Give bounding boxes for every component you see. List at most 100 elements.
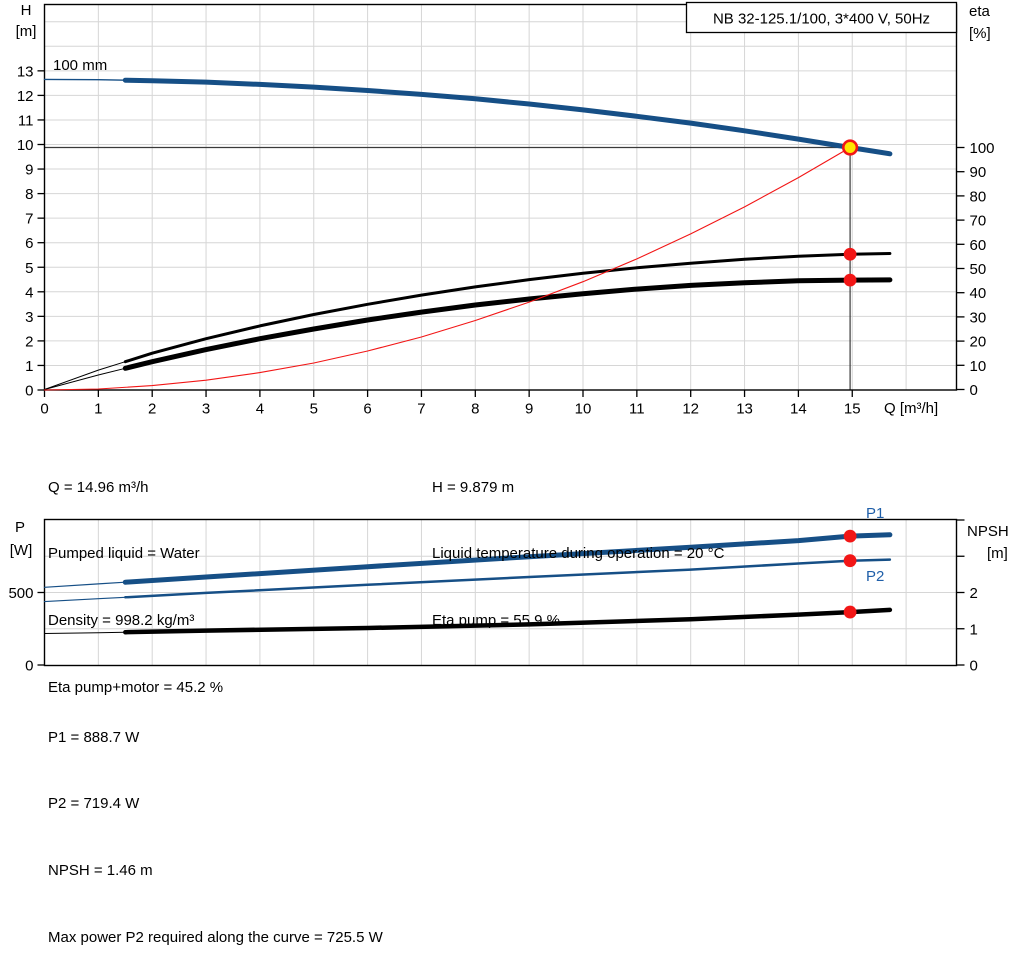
info-line-density: Density = 998.2 kg/m³ bbox=[48, 612, 195, 630]
tick-label: 9 bbox=[525, 401, 533, 418]
tick-label: 13 bbox=[17, 63, 34, 80]
p2-curve-label: P2 bbox=[866, 568, 884, 585]
tick-label: 2 bbox=[25, 333, 33, 350]
duty-info-left-column: Q = 14.96 m³/h Pumped liquid = Water Den… bbox=[48, 432, 223, 722]
tick-label: 7 bbox=[25, 211, 33, 228]
tick-label: 8 bbox=[25, 186, 33, 203]
tick-label: 20 bbox=[970, 334, 987, 351]
p1-curve-thin bbox=[43, 581, 126, 588]
system-curve-thin bbox=[43, 146, 851, 391]
power-chart-ticks bbox=[37, 519, 965, 666]
tick-label: 7 bbox=[417, 401, 425, 418]
info-line-q: Q = 14.96 m³/h bbox=[48, 478, 149, 496]
head-right-axis-title: eta bbox=[969, 3, 991, 20]
info-line-p2: P2 = 719.4 W bbox=[48, 795, 140, 813]
info-line-eta-pump: Eta pump = 55.9 % bbox=[432, 612, 560, 630]
pump-curve bbox=[122, 77, 893, 157]
info-line-pumped-liquid: Pumped liquid = Water bbox=[48, 545, 200, 563]
tick-label: 40 bbox=[970, 285, 987, 302]
info-line-npsh: NPSH = 1.46 m bbox=[48, 862, 153, 880]
tick-label: 4 bbox=[25, 284, 33, 301]
tick-label: 500 bbox=[8, 585, 33, 602]
tick-label: 0 bbox=[970, 382, 978, 399]
tick-label: 0 bbox=[970, 658, 978, 675]
tick-label: 1 bbox=[94, 401, 102, 418]
operating-value-dot bbox=[843, 247, 857, 261]
pump-model-title: NB 32-125.1/100, 3*400 V, 50Hz bbox=[713, 11, 930, 28]
head-chart-ticks bbox=[37, 70, 965, 397]
tick-label: 2 bbox=[970, 585, 978, 602]
power-left-axis-unit: [W] bbox=[10, 542, 33, 559]
tick-label: 0 bbox=[25, 658, 33, 675]
head-right-axis-unit: [%] bbox=[969, 25, 991, 42]
tick-label: 80 bbox=[970, 188, 987, 205]
tick-label: 60 bbox=[970, 237, 987, 254]
tick-label: 6 bbox=[25, 235, 33, 252]
tick-label: 9 bbox=[25, 162, 33, 179]
info-line-max-power: Max power P2 required along the curve = … bbox=[48, 929, 383, 947]
info-line-eta-pump-motor: Eta pump+motor = 45.2 % bbox=[48, 679, 224, 697]
tick-label: 8 bbox=[471, 401, 479, 418]
tick-label: 0 bbox=[40, 401, 48, 418]
tick-label: 3 bbox=[202, 401, 210, 418]
duty-point-marker[interactable] bbox=[841, 139, 859, 156]
head-capacity-chart: 0123456789101112130102030405060708090100… bbox=[17, 1, 995, 418]
tick-label: 5 bbox=[310, 401, 318, 418]
eta-pump-motor-curve bbox=[122, 277, 893, 371]
head-chart-gridlines bbox=[44, 4, 957, 390]
head-left-axis-title: H bbox=[21, 2, 32, 19]
npsh-axis-title: NPSH bbox=[967, 523, 1009, 540]
head-chart-frame bbox=[43, 3, 958, 391]
power-npsh-chart: 0 500 0 1 2 bbox=[8, 518, 978, 675]
npsh-curve bbox=[123, 607, 893, 635]
eta-pump-motor-curve-thin bbox=[44, 367, 126, 390]
tick-label: 11 bbox=[18, 112, 34, 129]
tick-label: 90 bbox=[970, 164, 987, 181]
tick-label: 0 bbox=[25, 383, 33, 400]
power-chart-tick-labels: 0 500 0 1 2 bbox=[8, 585, 977, 675]
tick-label: 70 bbox=[970, 213, 987, 230]
operating-value-dot bbox=[843, 529, 857, 543]
eta-pump-curve bbox=[123, 252, 892, 364]
tick-label: 6 bbox=[363, 401, 371, 418]
info-line-liquid-temperature: Liquid temperature during operation = 20… bbox=[432, 545, 725, 563]
head-left-axis-unit: [m] bbox=[16, 23, 37, 40]
tick-label: 4 bbox=[256, 401, 264, 418]
tick-label: 1 bbox=[25, 358, 33, 375]
operating-value-dot bbox=[843, 554, 857, 568]
tick-label: 1 bbox=[970, 621, 978, 638]
tick-label: 12 bbox=[17, 88, 34, 105]
info-line-h: H = 9.879 m bbox=[432, 478, 515, 496]
npsh-axis-unit: [m] bbox=[987, 545, 1008, 562]
tick-label: 11 bbox=[629, 401, 645, 418]
tick-label: 100 bbox=[970, 140, 995, 157]
head-x-axis-title: Q [m³/h] bbox=[884, 400, 938, 417]
tick-label: 5 bbox=[25, 260, 33, 277]
tick-label: 30 bbox=[970, 309, 987, 326]
pump-curve-thin bbox=[43, 78, 127, 81]
impeller-diameter-label: 100 mm bbox=[53, 57, 107, 74]
head-chart-tick-labels: 0123456789101112130102030405060708090100… bbox=[17, 63, 995, 417]
p2-curve bbox=[124, 558, 892, 599]
tick-label: 10 bbox=[970, 358, 987, 375]
p2-curve-thin bbox=[43, 596, 126, 603]
operating-value-dot bbox=[843, 273, 857, 287]
duty-point-crosshair bbox=[44, 146, 851, 390]
tick-label: 50 bbox=[970, 261, 987, 278]
eta-pump-curve-thin bbox=[44, 361, 126, 390]
tick-label: 15 bbox=[844, 401, 861, 418]
tick-label: 10 bbox=[17, 137, 34, 154]
tick-label: 2 bbox=[148, 401, 156, 418]
power-left-axis-title: P bbox=[15, 519, 25, 536]
head-chart-plot-area[interactable] bbox=[45, 5, 957, 391]
p1-curve-label: P1 bbox=[866, 505, 884, 522]
operating-value-dot bbox=[843, 605, 857, 619]
tick-label: 13 bbox=[736, 401, 753, 418]
info-line-p1: P1 = 888.7 W bbox=[48, 728, 140, 746]
tick-label: 3 bbox=[25, 309, 33, 326]
tick-label: 10 bbox=[575, 401, 592, 418]
npsh-curve-thin bbox=[44, 631, 126, 634]
pump-performance-charts: 0123456789101112130102030405060708090100… bbox=[8, 1, 1009, 675]
tick-label: 12 bbox=[682, 401, 699, 418]
duty-info-right-column: H = 9.879 m Liquid temperature during op… bbox=[432, 432, 724, 655]
